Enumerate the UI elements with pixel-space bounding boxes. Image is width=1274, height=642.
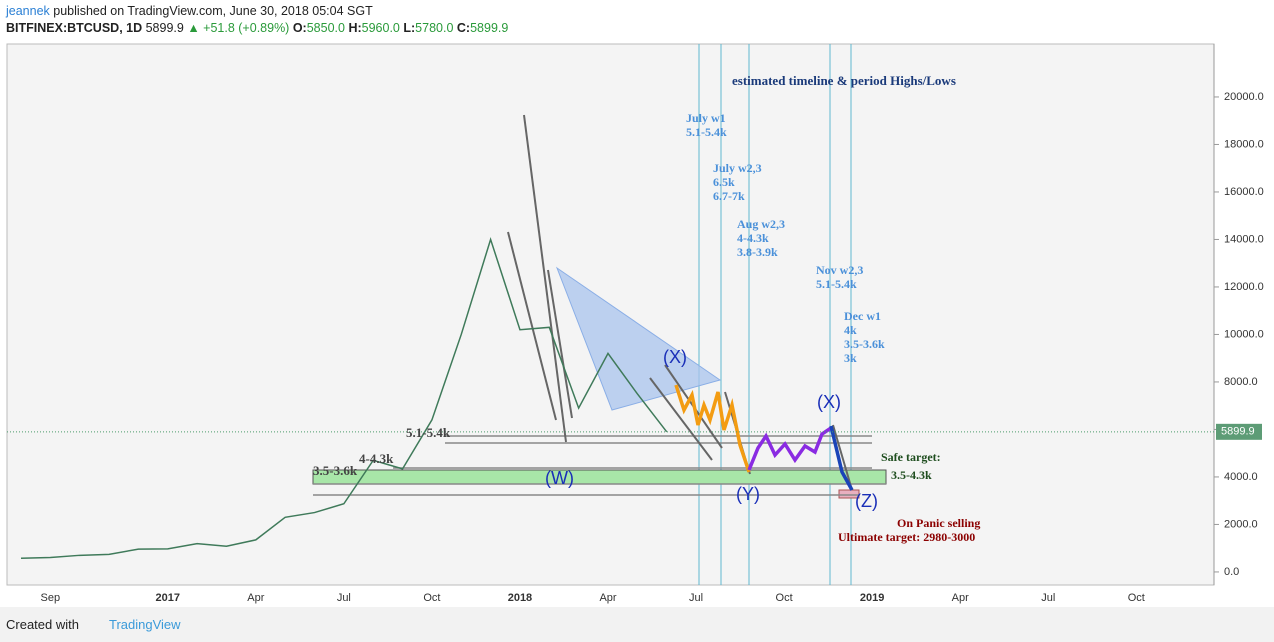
safe-zone: [312, 469, 887, 485]
ohlc-value: 5960.0: [361, 21, 400, 35]
annotation: Dec w1: [844, 309, 881, 323]
orange-path: [674, 384, 751, 473]
annotation: 4-4.3k: [359, 451, 394, 466]
ohlc-value: 5780.0: [415, 21, 454, 35]
purple-path: [747, 426, 832, 471]
annotation: 3.5-3.6k: [313, 463, 358, 478]
annotation: Safe target:: [881, 450, 941, 464]
annotation: 5.1-5.4k: [406, 425, 451, 440]
annotation: July w2,3: [713, 161, 762, 175]
ohlc-value: 5850.0: [306, 21, 345, 35]
triangle: [555, 266, 722, 411]
annotation: 3.5-4.3k: [891, 468, 932, 482]
y-tick-label: 16000.0: [1224, 186, 1264, 198]
y-tick-label: 18000.0: [1224, 138, 1264, 150]
panic-zone: [838, 489, 860, 499]
annotation: July w1: [686, 111, 726, 125]
change: ▲ +51.8 (+0.89%): [187, 21, 290, 35]
x-tick-label: Oct: [776, 592, 793, 604]
annotation: 5.1-5.4k: [816, 277, 857, 291]
annotation: (X): [663, 347, 687, 367]
annotation: (X): [817, 392, 841, 412]
x-tick-label: 2018: [508, 592, 532, 604]
created: Created with: [6, 617, 79, 632]
annotation: 6.5k: [713, 175, 735, 189]
x-tick-label: Jul: [337, 592, 351, 604]
trend-lines: [507, 114, 853, 491]
y-tick-label: 14000.0: [1224, 233, 1264, 245]
symbol: BITFINEX:BTCUSD, 1D: [6, 21, 143, 35]
x-tick-label: Apr: [247, 592, 264, 604]
y-tick-label: 10000.0: [1224, 328, 1264, 340]
ohlc-label: L:: [403, 21, 416, 35]
annotation: Ultimate target: 2980-3000: [838, 530, 975, 544]
last-price-box: [1216, 423, 1262, 440]
annotation: (Z): [855, 491, 878, 511]
blue-path: [829, 425, 854, 491]
x-tick-label: Apr: [952, 592, 969, 604]
annotation: (Y): [736, 484, 760, 504]
levels: [313, 435, 886, 496]
footer: Created with TradingView: [6, 617, 181, 632]
annotation: 5.1-5.4k: [686, 125, 727, 139]
annotation: (W): [545, 468, 574, 488]
x-tick-label: Oct: [1128, 592, 1145, 604]
header: jeannek published on TradingView.com, Ju…: [6, 3, 508, 37]
annotation: 6.7-7k: [713, 189, 745, 203]
ohlc-label: O:: [292, 21, 307, 35]
annotation: Nov w2,3: [816, 263, 863, 277]
annotation: 3k: [844, 351, 857, 365]
annotation: 4-4.3k: [737, 231, 769, 245]
ohlc-label: C:: [456, 21, 471, 35]
footer-bg: [0, 607, 1274, 642]
x-tick-label: Jul: [1041, 592, 1055, 604]
y-tick-label: 2000.0: [1224, 518, 1258, 530]
x-tick-label: Sep: [41, 592, 61, 604]
y-tick-label: 0.0: [1224, 566, 1239, 578]
published: published on TradingView.com, June 30, 2…: [53, 4, 373, 18]
ohlc-value: 5899.9: [470, 21, 509, 35]
ohlc-label: H:: [348, 21, 362, 35]
annotation: 3.8-3.9k: [737, 245, 778, 259]
ohlc: O:5850.0 H:5960.0 L:5780.0 C:5899.9: [293, 21, 509, 35]
annotation: On Panic selling: [897, 516, 980, 530]
y-tick-label: 4000.0: [1224, 471, 1258, 483]
price: 5899.9: [145, 21, 184, 35]
x-tick-label: Apr: [599, 592, 616, 604]
x-tick-label: Jul: [689, 592, 703, 604]
y-tick-label: 8000.0: [1224, 376, 1258, 388]
author[interactable]: jeannek: [6, 4, 50, 18]
brand[interactable]: TradingView: [108, 617, 181, 632]
y-tick-label: 20000.0: [1224, 91, 1264, 103]
annotation: 4k: [844, 323, 857, 337]
x-tick-label: 2017: [156, 592, 180, 604]
annotation: estimated timeline & period Highs/Lows: [732, 73, 956, 88]
price-line: [20, 236, 668, 560]
annotation: 3.5-3.6k: [844, 337, 885, 351]
annotation: Aug w2,3: [737, 217, 785, 231]
last-price-label: 5899.9: [1221, 426, 1255, 438]
y-tick-label: 12000.0: [1224, 281, 1264, 293]
x-tick-label: Oct: [423, 592, 440, 604]
x-tick-label: 2019: [860, 592, 884, 604]
